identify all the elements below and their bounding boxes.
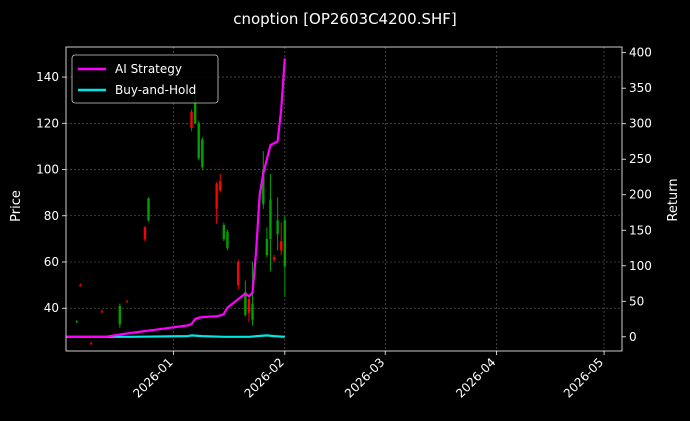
y-axis-label-left: Price <box>9 190 24 222</box>
candle-body <box>226 231 229 249</box>
candle-body <box>118 305 122 325</box>
candle-body <box>193 95 197 124</box>
plot-frame <box>65 46 623 352</box>
y-tick-label-right: 50 <box>629 294 644 308</box>
candle-body <box>251 303 254 320</box>
candle-body <box>190 111 193 128</box>
candle-body <box>147 198 150 221</box>
candle-body <box>244 292 247 316</box>
candle-body <box>283 220 287 267</box>
candle-body <box>125 301 129 303</box>
y-tick-label-right: 250 <box>629 152 652 166</box>
candle-body <box>201 139 204 168</box>
y-tick-label-right: 100 <box>629 259 652 273</box>
candle-body <box>219 181 222 191</box>
candle-body <box>79 285 82 287</box>
y-tick-label-left: 120 <box>36 116 59 130</box>
legend: AI Strategy Buy-and-Hold <box>71 54 219 104</box>
series-line-ai-strategy <box>66 58 286 338</box>
candlesticks <box>75 83 287 345</box>
return-lines <box>66 58 286 338</box>
candle-body <box>215 183 218 209</box>
y-tick-label-right: 200 <box>629 188 652 202</box>
candle-body <box>197 123 200 158</box>
candle-body <box>276 220 279 235</box>
candle-body <box>100 311 104 313</box>
legend-label: Buy-and-Hold <box>115 83 196 97</box>
candle-body <box>247 298 251 313</box>
legend-box <box>71 54 219 104</box>
candle-body <box>89 343 93 345</box>
y-tick-label-right: 0 <box>629 330 637 344</box>
candle-body <box>222 225 226 239</box>
candle-body <box>75 321 78 323</box>
candle-body <box>143 227 147 239</box>
y-tick-label-left: 140 <box>36 70 59 84</box>
y-tick-label-right: 150 <box>629 223 652 237</box>
y-tick-label-left: 80 <box>44 209 59 223</box>
y-tick-label-left: 100 <box>36 163 59 177</box>
legend-label: AI Strategy <box>115 62 182 76</box>
candle-body <box>272 257 276 260</box>
candle-body <box>265 238 269 256</box>
candle-body <box>236 261 240 286</box>
y-tick-label-right: 350 <box>629 81 652 95</box>
y-tick-label-right: 300 <box>629 117 652 131</box>
candle-body <box>280 241 283 251</box>
series-line-buy-and-hold <box>66 334 285 338</box>
y-tick-label-right: 400 <box>629 46 652 60</box>
y-tick-label-left: 60 <box>44 255 59 269</box>
candle-body <box>262 169 265 205</box>
y-axis-label-right: Return <box>666 178 681 221</box>
y-tick-label-left: 40 <box>44 301 59 315</box>
candle-body <box>269 199 272 239</box>
chart-title: cnoption [OP2603C4200.SHF] <box>233 10 457 28</box>
